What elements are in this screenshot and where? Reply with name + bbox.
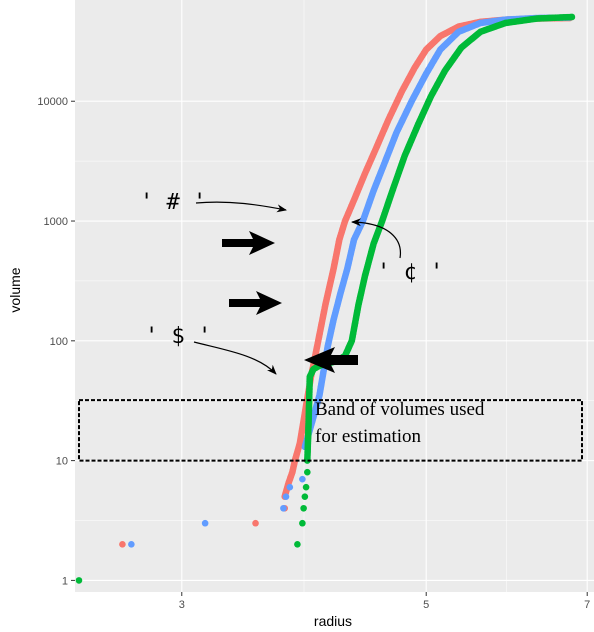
series-1-point <box>282 493 290 500</box>
band-label-line2: for estimation <box>315 426 422 447</box>
major-gridlines <box>75 0 594 592</box>
series-2-point <box>301 493 309 500</box>
annotation-dollar-label: ' $ ' <box>145 324 211 349</box>
annotation-cent-label: ' ¢ ' <box>377 260 443 285</box>
y-tick-label: 10000 <box>37 96 68 108</box>
series-2-point <box>304 468 311 476</box>
bold-arrow-3 <box>304 347 358 373</box>
series-0-point <box>119 541 126 548</box>
y-tick-label: 1000 <box>44 216 68 228</box>
annotation-dollar-arrow <box>193 341 277 375</box>
series-1-point <box>286 483 294 491</box>
series-2-point <box>302 483 310 491</box>
band-label-line1: Band of volumes used <box>315 399 485 420</box>
bold-arrow-1 <box>222 231 275 255</box>
series-0-point <box>252 519 259 527</box>
x-axis-title: radius <box>314 613 352 629</box>
plot-panel <box>75 0 594 592</box>
y-axis-title: volume <box>7 267 23 312</box>
x-tick-label: 7 <box>584 599 590 611</box>
x-tick-label: 3 <box>179 599 185 611</box>
series-1-point <box>280 504 287 512</box>
series-1-point <box>299 475 306 483</box>
annotations: ' # ' ' $ ' ' ¢ ' <box>140 190 443 375</box>
y-tick-label: 1 <box>62 575 68 587</box>
bold-arrow-2 <box>229 291 282 315</box>
series-2-point <box>568 13 576 21</box>
series-2-point <box>299 519 306 527</box>
series-2-point <box>300 504 307 512</box>
series-1-point <box>128 541 135 548</box>
series-1-point <box>201 519 209 527</box>
series-2-point <box>294 541 301 548</box>
y-axis-ticks: 1 10 100 1000 10000 <box>37 96 75 587</box>
x-axis-ticks: 3 5 7 <box>179 592 590 611</box>
x-tick-label: 5 <box>423 599 429 611</box>
annotation-hash-label: ' # ' <box>140 190 206 215</box>
y-tick-label: 10 <box>56 456 68 468</box>
y-tick-label: 100 <box>50 336 68 348</box>
minor-gridlines <box>75 0 594 592</box>
annotation-hash-arrow <box>195 201 287 213</box>
annotation-cent-arrow <box>351 218 401 259</box>
series-2-point <box>75 577 83 584</box>
estimation-band: Band of volumes used for estimation <box>78 399 583 462</box>
